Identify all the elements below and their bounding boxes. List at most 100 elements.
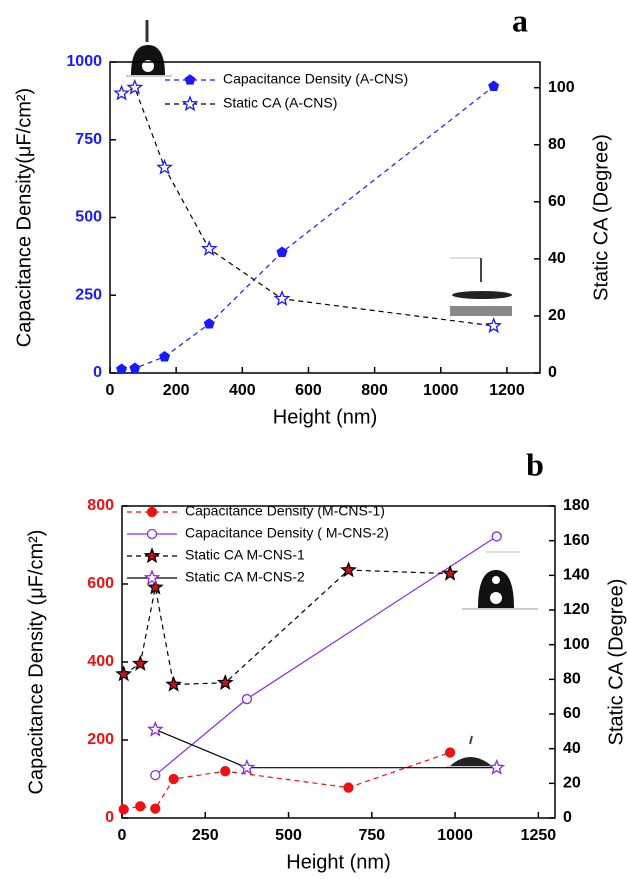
marker [150, 769, 161, 781]
legend-marker [143, 547, 161, 564]
series-line [123, 569, 451, 686]
marker [485, 317, 503, 334]
marker [150, 803, 161, 814]
x-tick-label: 400 [229, 382, 256, 399]
marker [135, 801, 146, 812]
marker [203, 318, 215, 329]
marker [488, 758, 506, 775]
marker [441, 564, 459, 581]
marker [116, 363, 128, 374]
x-tick-label: 0 [118, 827, 127, 844]
marker [159, 350, 171, 362]
y2-tick-label: 140 [563, 567, 590, 584]
x-tick-label: 0 [106, 382, 115, 399]
y-axis-label: Capacitance Density(μF/cm²) [13, 88, 35, 347]
legend-marker [143, 569, 161, 586]
y2-tick-label: 80 [563, 671, 581, 688]
marker [238, 758, 256, 775]
marker [488, 80, 500, 91]
x-tick-label: 1250 [521, 827, 557, 844]
panel-label: b [526, 446, 544, 482]
droplet-image [446, 735, 496, 768]
y-tick-label: 250 [75, 286, 102, 303]
y2-tick-label: 20 [563, 775, 581, 792]
x-tick-label: 600 [295, 382, 322, 399]
series-line [121, 85, 495, 370]
marker [491, 531, 502, 542]
marker [132, 654, 149, 671]
marker [129, 362, 141, 374]
y2-axis-label: Static CA (Degree) [605, 579, 627, 746]
y2-tick-label: 180 [563, 497, 590, 514]
y2-tick-label: 60 [563, 705, 581, 722]
legend-label: Static CA (A-CNS) [223, 95, 337, 111]
marker [444, 747, 456, 758]
y2-axis-label: Static CA (Degree) [590, 134, 612, 301]
marker [216, 673, 234, 690]
y2-tick-label: 80 [548, 136, 566, 153]
marker [146, 720, 164, 737]
marker [343, 782, 354, 793]
legend-marker [146, 506, 158, 518]
x-tick-label: 1200 [489, 382, 525, 399]
marker [273, 290, 291, 306]
marker [340, 561, 357, 578]
y-tick-label: 500 [75, 209, 102, 226]
x-axis-label: Height (nm) [286, 851, 390, 873]
marker [276, 246, 288, 258]
legend-label: Static CA M-CNS-2 [185, 569, 305, 585]
x-tick-label: 200 [163, 382, 190, 399]
y2-tick-label: 100 [548, 79, 575, 96]
y-tick-label: 600 [87, 575, 114, 592]
y2-tick-label: 40 [563, 740, 581, 757]
panel-label: a [512, 2, 528, 38]
legend-label: Capacitance Density (M-CNS-1) [185, 503, 385, 519]
legend-marker [181, 95, 199, 112]
y2-tick-label: 0 [548, 364, 557, 381]
marker [200, 240, 218, 256]
y2-tick-label: 0 [563, 809, 572, 826]
y-tick-label: 0 [93, 364, 102, 381]
legend-label: Capacitance Density (A-CNS) [223, 71, 408, 87]
y2-tick-label: 60 [548, 193, 566, 210]
y2-tick-label: 160 [563, 532, 590, 549]
legend-label: Capacitance Density ( M-CNS-2) [185, 525, 389, 541]
legend-label: Static CA M-CNS-1 [185, 547, 305, 563]
x-tick-label: 1000 [423, 382, 459, 399]
series-line [155, 729, 497, 769]
y2-tick-label: 120 [563, 601, 590, 618]
y-tick-label: 400 [87, 653, 114, 670]
marker [165, 675, 182, 692]
y-tick-label: 800 [87, 497, 114, 514]
series-line [121, 86, 494, 327]
droplet-image [462, 551, 538, 610]
marker [113, 84, 130, 101]
marker [115, 665, 132, 682]
droplet-image [450, 257, 512, 316]
x-tick-label: 500 [275, 827, 302, 844]
marker [156, 158, 173, 175]
marker [147, 578, 164, 595]
marker [220, 766, 231, 777]
x-tick-label: 750 [358, 827, 385, 844]
y-tick-label: 200 [87, 731, 114, 748]
marker [118, 804, 129, 815]
marker [241, 693, 253, 705]
marker [126, 78, 144, 95]
x-axis-label: Height (nm) [273, 406, 377, 428]
legend-marker [184, 74, 196, 85]
y2-tick-label: 40 [548, 250, 566, 267]
y-tick-label: 1000 [66, 53, 102, 70]
marker [168, 773, 179, 785]
y-tick-label: 0 [105, 809, 114, 826]
y2-tick-label: 100 [563, 636, 590, 653]
x-tick-label: 1000 [437, 827, 473, 844]
x-tick-label: 250 [192, 827, 219, 844]
legend-marker [146, 528, 158, 540]
y-tick-label: 750 [75, 131, 102, 148]
droplet-image [126, 20, 172, 77]
x-tick-label: 800 [361, 382, 388, 399]
y2-tick-label: 20 [548, 307, 566, 324]
